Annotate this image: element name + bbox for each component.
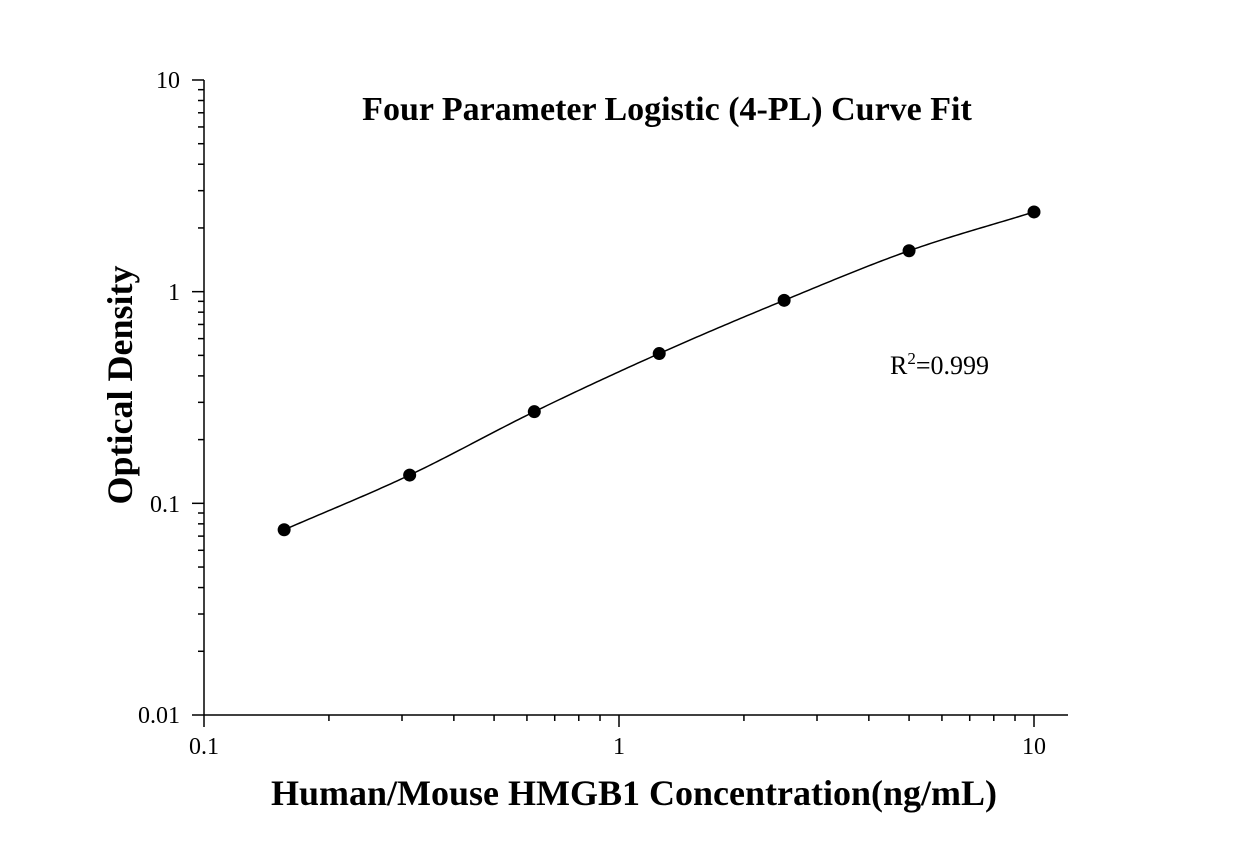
data-points (277, 205, 1041, 537)
data-point (652, 347, 666, 361)
y-tick-label-10: 10 (156, 68, 180, 94)
r-squared-annotation: R2=0.999 (890, 349, 989, 380)
y-tick-label-1: 1 (168, 280, 180, 306)
chart-title: Four Parameter Logistic (4-PL) Curve Fit (362, 91, 972, 128)
r-squared-value: =0.999 (916, 351, 989, 380)
x-tick-label-0.1: 0.1 (189, 734, 219, 760)
x-tick-label-10: 10 (1022, 734, 1046, 760)
r-squared-prefix: R (890, 351, 908, 380)
data-point (1027, 205, 1041, 219)
x-tick-labels: 0.1 1 10 (189, 734, 1046, 760)
data-point (777, 293, 791, 307)
x-ticks (203, 715, 1035, 727)
y-tick-label-0.01: 0.01 (138, 703, 180, 729)
y-tick-labels: 10 1 0.1 0.01 (138, 68, 180, 729)
x-tick-label-1: 1 (613, 734, 625, 760)
y-ticks (192, 79, 204, 716)
data-point (902, 244, 916, 258)
data-point (527, 405, 541, 419)
y-axis-title: Optical Density (100, 266, 140, 505)
data-point (403, 468, 417, 482)
x-axis-title: Human/Mouse HMGB1 Concentration(ng/mL) (271, 773, 997, 813)
axes (203, 80, 1068, 716)
r-squared-superscript: 2 (907, 349, 916, 368)
y-tick-label-0.1: 0.1 (150, 492, 180, 518)
data-point (277, 523, 291, 537)
